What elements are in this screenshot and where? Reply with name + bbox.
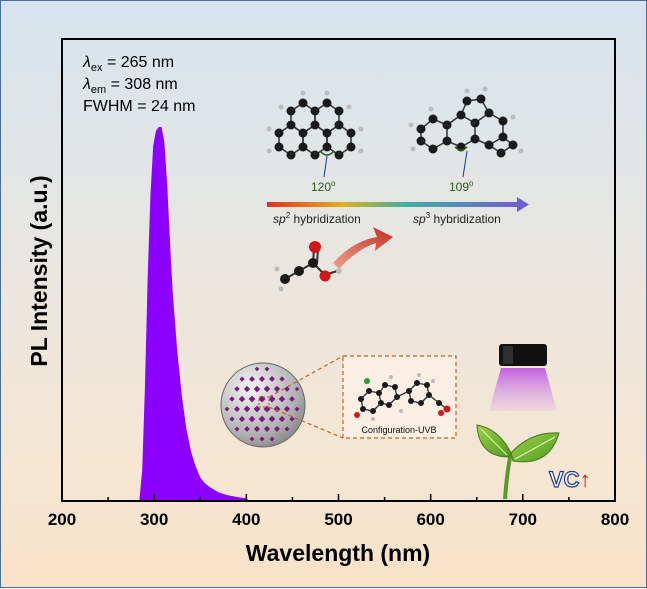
lambda-ex-sub: ex [91, 62, 103, 74]
y-axis-title: PL Intensity (a.u.) [26, 175, 52, 366]
sp2-angle-label: 120o [311, 179, 336, 194]
sp3-hybridization-label: sp3 hybridization [413, 211, 501, 226]
nanoparticle-hole [234, 386, 240, 392]
sp2-molecule-icon [266, 90, 364, 160]
sp3-angle-pointer [462, 150, 468, 178]
x-tick-label: 600 [416, 510, 444, 529]
x-tick-label: 500 [324, 510, 352, 529]
nanoparticle-hole [238, 416, 246, 423]
configuration-inset: Configuration-UVB [342, 355, 457, 439]
emission-annotation: λem = 308 nm [82, 76, 178, 96]
nanoparticle-hole [289, 416, 295, 422]
nanoparticle-icon [220, 362, 306, 448]
lambda-em-sub: em [91, 84, 106, 96]
lambda-em-symbol: λ [82, 76, 91, 93]
nanoparticle-hole [274, 426, 280, 432]
nanoparticle-hole [244, 426, 250, 432]
nanoparticle-hole [259, 376, 265, 382]
nanoparticle-hole [238, 395, 246, 403]
nanoparticle-hole [258, 415, 266, 423]
lambda-ex-value: = 265 nm [103, 54, 175, 71]
lambda-ex-symbol: λ [82, 54, 91, 71]
nanoparticle-hole [278, 395, 286, 403]
vc-up-arrow-icon: ↑ [580, 467, 591, 492]
nanoparticle-hole [273, 385, 281, 393]
uv-lamp-icon [489, 344, 557, 411]
sp3-degree: o [469, 179, 474, 188]
x-tick-label: 400 [232, 510, 260, 529]
nanoparticle-hole [284, 386, 290, 392]
acid-molecule-icon [274, 241, 342, 292]
nanoparticle-hole [253, 385, 261, 393]
svg-text:λem = 308 nm: λem = 308 nm [82, 76, 178, 96]
inset-connector-bottom [268, 406, 344, 439]
nanoparticle-hole [294, 386, 300, 392]
nanoparticle-hole [263, 385, 271, 393]
nanoparticle-hole [278, 415, 286, 423]
x-tick-label: 700 [509, 510, 537, 529]
sp3-angle-label: 109o [449, 179, 474, 194]
sp2-degree: o [331, 179, 336, 188]
nanoparticle-hole [268, 395, 276, 403]
nanoparticle-hole [243, 405, 251, 413]
series-area [139, 127, 249, 500]
nanoparticle-hole [253, 425, 261, 432]
nanoparticle-hole [269, 376, 275, 382]
hybridization-arrow [267, 197, 529, 212]
vc-label: VC↑ [549, 467, 591, 492]
configuration-label: Configuration-UVB [361, 425, 436, 435]
x-ticks: 200 300 400 500 600 700 800 [48, 494, 629, 529]
nanoparticle-hole [249, 376, 255, 382]
sp2-hybridization-label: sp2 hybridization [273, 211, 361, 226]
nanoparticle-hole [289, 396, 295, 402]
nanoparticle-hole [264, 366, 270, 372]
excitation-annotation: λex = 265 nm [82, 54, 174, 74]
svg-text:λex = 265 nm: λex = 265 nm [82, 54, 174, 74]
sp2-angle-pointer [323, 155, 328, 178]
plant-sprout-icon [476, 424, 560, 500]
nanoparticle-hole [248, 395, 256, 403]
x-tick-label: 200 [48, 510, 76, 529]
sp3-molecule-icon [408, 86, 524, 158]
sp2-angle-value: 120 [311, 180, 331, 194]
sp3-angle-value: 109 [449, 180, 469, 194]
nanoparticle-hole [284, 426, 290, 432]
reaction-arrow-icon [333, 227, 393, 269]
vc-text: VC [549, 467, 580, 492]
nanoparticle-hole [268, 415, 276, 423]
nanoparticle-hole [279, 376, 285, 382]
lambda-em-value: = 308 nm [106, 76, 178, 93]
x-tick-label: 300 [140, 510, 168, 529]
nanoparticle-hole [269, 436, 275, 442]
x-tick-label: 800 [601, 510, 629, 529]
nanoparticle-hole [294, 406, 300, 412]
inset-connector-top [268, 355, 344, 398]
x-axis-title: Wavelength (nm) [246, 540, 430, 566]
fwhm-annotation: FWHM = 24 nm [83, 98, 195, 115]
nanoparticle-hole [234, 426, 240, 432]
nanoparticle-hole [259, 436, 265, 442]
nanoparticle-hole [229, 416, 235, 422]
